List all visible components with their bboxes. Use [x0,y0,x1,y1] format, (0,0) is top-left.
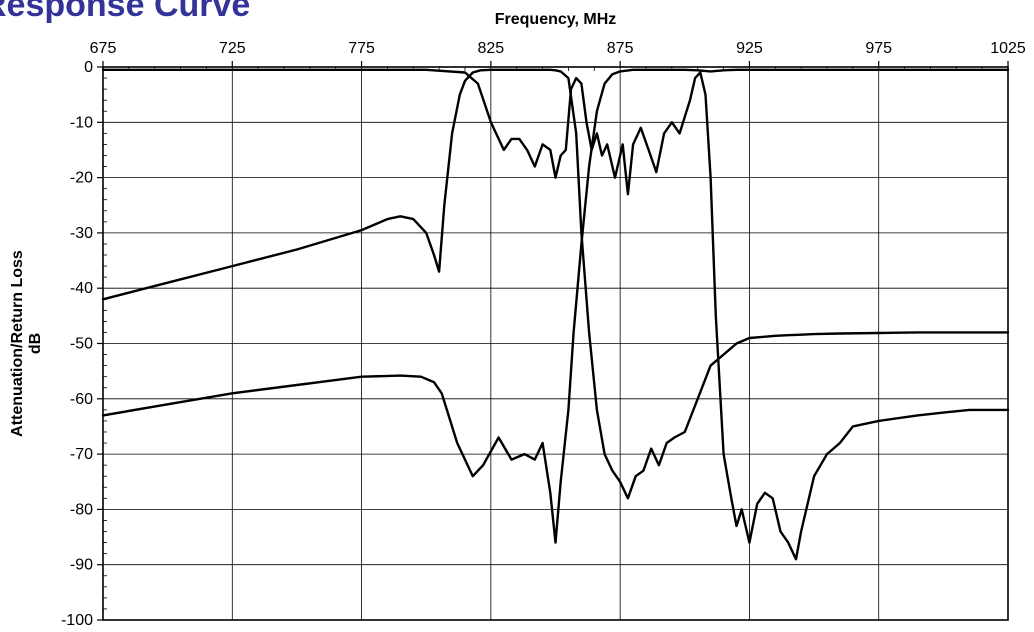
x-tick-label: 775 [348,40,375,57]
y-axis-label: Attenuation/Return Loss [9,250,26,437]
series-line-2 [101,68,1010,500]
x-tick-label: 975 [865,40,892,57]
x-tick-label: 1025 [990,40,1026,57]
x-tick-label: 875 [607,40,634,57]
y-tick-labels: 0 -10 -20 -30 -40 -50 -60 -70 -80 -90 -100 [61,59,93,629]
y-axis-unit: dB [27,333,44,354]
y-tick-label: -100 [61,612,93,629]
chart-title: Response Curve [0,0,251,24]
plot-frame [102,66,1009,621]
y-tick-label: -30 [70,225,93,242]
y-tick-label: -20 [70,170,93,187]
y-tick-label: -80 [70,501,93,518]
y-tick-label: 0 [84,59,93,76]
y-tick-label: -60 [70,391,93,408]
y-tick-label: -10 [70,114,93,131]
series-line-1 [101,68,1010,544]
y-tick-label: -70 [70,446,93,463]
y-tick-label: -90 [70,557,93,574]
x-tick-label: 725 [219,40,246,57]
y-tick-label: -40 [70,280,93,297]
y-tick-label: -50 [70,336,93,353]
x-tick-label: 675 [90,40,117,57]
grid [97,61,1009,621]
series-group [101,68,1010,561]
x-axis-label: Frequency, MHz [495,11,617,28]
x-tick-labels: 675 725 775 825 875 925 975 1025 [90,40,1026,57]
x-tick-label: 825 [478,40,505,57]
series-line-3 [101,68,1010,561]
x-tick-label: 925 [736,40,763,57]
